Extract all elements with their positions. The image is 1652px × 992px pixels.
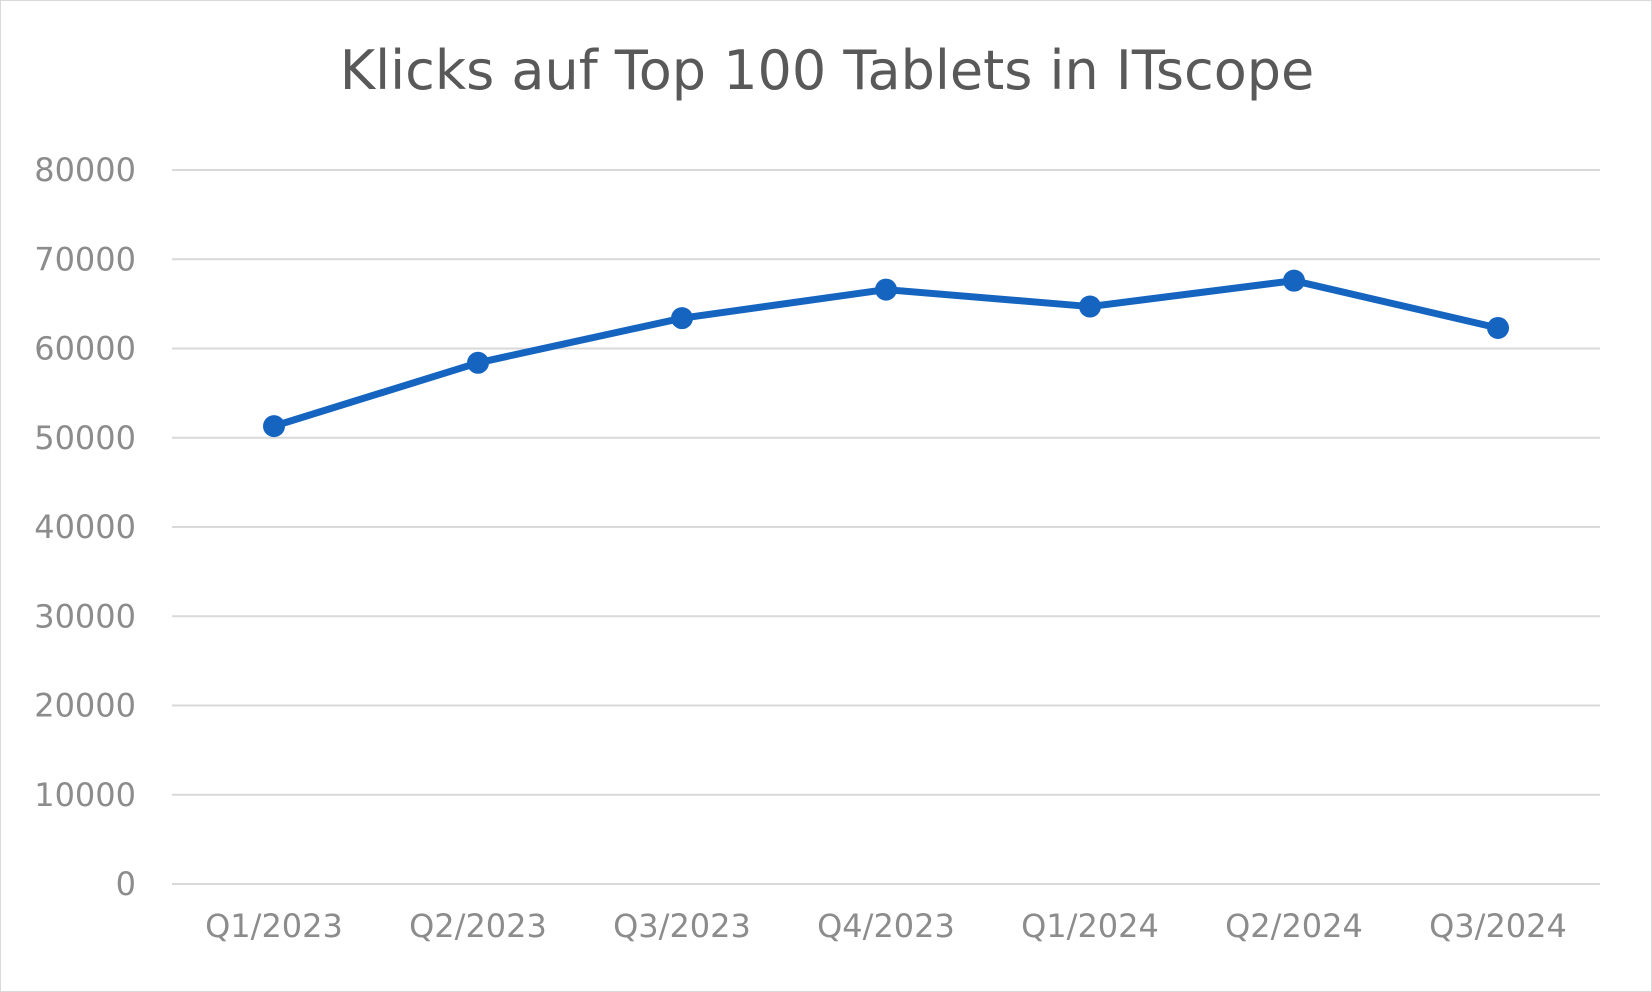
x-tick-label: Q3/2023	[613, 907, 751, 945]
data-point	[671, 307, 693, 330]
gridlines	[172, 169, 1600, 885]
data-points	[263, 269, 1509, 438]
x-tick-label: Q1/2024	[1021, 907, 1159, 945]
data-point	[875, 278, 897, 301]
y-tick-label: 70000	[34, 240, 136, 278]
data-point	[263, 415, 285, 438]
data-point	[467, 351, 489, 374]
y-tick-label: 10000	[34, 776, 136, 814]
y-tick-label: 20000	[34, 687, 136, 725]
x-tick-label: Q2/2024	[1225, 907, 1363, 945]
y-tick-label: 60000	[34, 330, 136, 368]
x-tick-label: Q4/2023	[817, 907, 955, 945]
x-tick-label: Q1/2023	[205, 907, 343, 945]
y-tick-label: 80000	[34, 151, 136, 189]
y-axis-tick-labels: 0 10000 20000 30000 40000 50000 60000 70000 8000…	[34, 151, 136, 903]
x-tick-label: Q3/2024	[1429, 907, 1567, 945]
x-tick-label: Q2/2023	[409, 907, 547, 945]
chart-title: Klicks auf Top 100 Tablets in ITscope	[339, 39, 1315, 102]
y-tick-label: 0	[116, 865, 136, 903]
y-tick-label: 50000	[34, 419, 136, 457]
data-point	[1079, 295, 1101, 318]
series-line	[270, 277, 1502, 430]
data-point	[1487, 316, 1509, 339]
x-axis-tick-labels: Q1/2023 Q2/2023 Q3/2023 Q4/2023 Q1/2024 Q2/20…	[205, 907, 1567, 945]
y-tick-label: 30000	[34, 597, 136, 635]
series-lines	[270, 277, 1502, 430]
data-point	[1283, 269, 1305, 292]
y-tick-label: 40000	[34, 508, 136, 546]
